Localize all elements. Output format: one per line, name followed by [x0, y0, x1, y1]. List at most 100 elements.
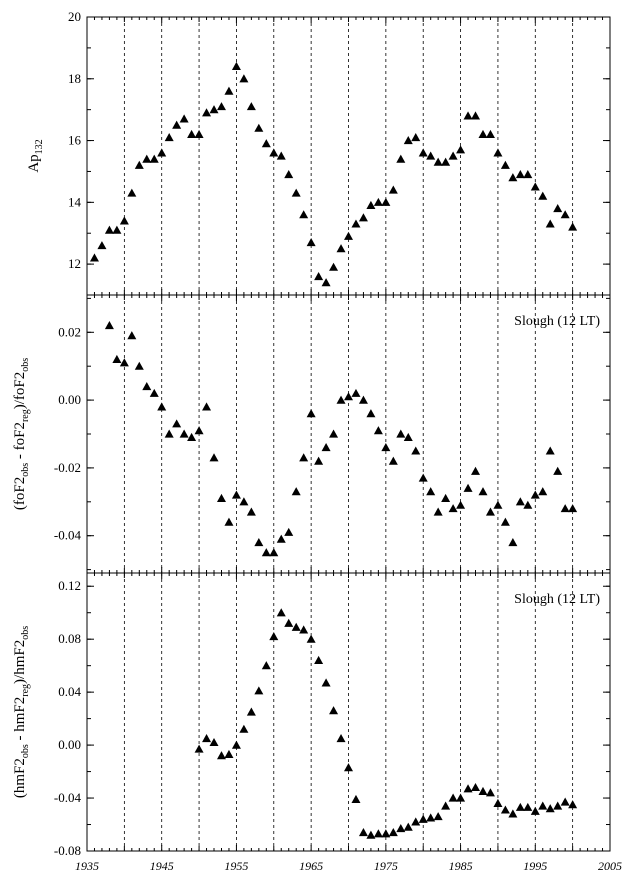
data-point: [239, 74, 249, 83]
data-point: [441, 157, 451, 166]
data-point: [523, 170, 533, 179]
data-point: [254, 686, 264, 695]
data-point: [104, 225, 114, 234]
data-point: [127, 188, 137, 197]
data-point: [291, 188, 301, 197]
panel-annotation: Slough (12 LT): [514, 592, 600, 607]
data-point: [269, 148, 279, 157]
data-point: [194, 426, 204, 435]
data-point: [164, 132, 174, 142]
y-tick-label: 0.08: [58, 631, 81, 646]
data-point: [508, 173, 518, 182]
data-point: [366, 200, 376, 210]
data-point: [493, 500, 503, 509]
data-point: [112, 225, 122, 234]
data-point: [299, 625, 309, 634]
data-point: [179, 429, 189, 438]
data-point: [261, 661, 271, 670]
panel-ap132: 12 14 16 18 20 Ap132: [26, 9, 611, 296]
data-point: [209, 737, 219, 747]
panel-fof2: 0.02 0.00 -0.02 -0.04 (foF2obs - foF2reg)/fo…: [12, 294, 611, 574]
data-point: [530, 806, 540, 815]
data-point: [336, 244, 346, 253]
data-point: [471, 111, 481, 120]
y-tick-label: -0.04: [54, 790, 82, 805]
data-point: [388, 456, 398, 465]
panel-hmf2: 0.12 0.08 0.04 0.00 -0.04 -0.08 (hmF2obs - hmF…: [12, 572, 611, 858]
data-point: [112, 354, 122, 364]
data-point: [172, 419, 182, 428]
data-point: [239, 497, 249, 506]
data-point: [515, 802, 525, 811]
data-point: [314, 456, 324, 465]
data-point: [358, 827, 368, 837]
y-tick-label: 0.00: [58, 392, 81, 407]
data-point: [411, 446, 421, 455]
data-point: [418, 814, 428, 823]
data-point: [358, 395, 368, 404]
data-point: [224, 749, 234, 758]
data-point: [381, 829, 391, 838]
data-point: [299, 210, 309, 219]
data-point: [276, 608, 286, 617]
data-point: [373, 426, 383, 435]
y-axis-label: (foF2obs - foF2reg)/foF2obs: [12, 358, 31, 510]
data-point: [545, 446, 555, 455]
data-point: [202, 108, 212, 117]
x-tick-label: 1985: [449, 859, 473, 873]
data-point: [388, 185, 398, 194]
y-tick-label: 18: [68, 71, 81, 86]
data-point: [179, 114, 189, 123]
data-point: [239, 724, 249, 733]
data-point: [269, 632, 279, 641]
data-point: [97, 241, 107, 250]
x-tick-label: 2005: [598, 859, 622, 873]
data-point: [291, 487, 301, 496]
data-point: [329, 706, 339, 715]
data-point: [456, 145, 466, 154]
data-point: [104, 321, 114, 330]
data-point: [351, 388, 361, 397]
data-point: [194, 744, 204, 753]
data-point: [433, 507, 443, 516]
data-point: [508, 809, 518, 818]
y-tick-label: 0.02: [58, 324, 81, 339]
x-tick-label: 1935: [75, 859, 99, 873]
data-point: [545, 804, 555, 813]
x-tick-label: 1945: [150, 859, 174, 873]
x-tick-label: 1995: [523, 859, 547, 873]
data-point: [366, 409, 376, 418]
data-point: [127, 331, 137, 340]
data-point: [216, 493, 226, 503]
data-point: [530, 182, 540, 191]
y-tick-label: -0.08: [54, 843, 81, 858]
data-point: [284, 527, 294, 536]
data-point: [381, 443, 391, 452]
data-point: [336, 395, 346, 404]
data-point: [568, 222, 578, 231]
x-tick-label: 1965: [299, 859, 323, 873]
data-point: [515, 497, 525, 506]
data-point: [411, 132, 421, 142]
data-point: [172, 120, 182, 129]
data-point: [538, 191, 548, 200]
data-point: [202, 733, 212, 743]
data-point: [306, 237, 316, 247]
data-point: [500, 160, 510, 169]
data-point: [396, 429, 406, 438]
data-point: [254, 537, 264, 547]
data-point: [284, 170, 294, 179]
data-point: [515, 170, 525, 179]
data-point: [231, 490, 241, 499]
data-point: [314, 271, 324, 281]
data-point: [291, 622, 301, 631]
y-tick-label: 20: [68, 9, 81, 24]
data-point: [306, 409, 316, 418]
data-point: [202, 402, 212, 411]
data-point: [485, 788, 495, 797]
data-point: [336, 733, 346, 743]
data-point: [403, 136, 413, 145]
data-point: [209, 105, 219, 114]
data-point: [448, 793, 458, 802]
data-point: [560, 504, 570, 513]
